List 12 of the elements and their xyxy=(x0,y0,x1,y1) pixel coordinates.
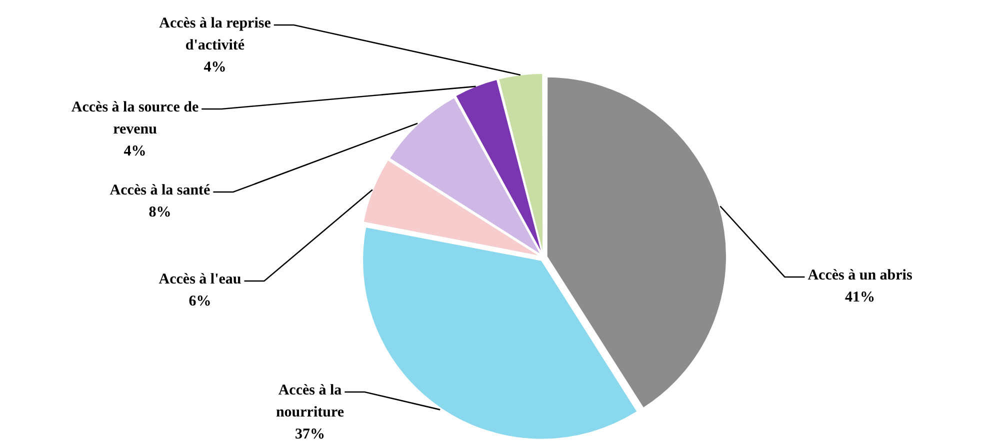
data-label: 4% xyxy=(204,59,226,76)
slice-label: Accès à l'eau xyxy=(158,271,242,288)
slice-label: Accès à la source de revenu xyxy=(71,99,199,138)
slice-label: Accès à la santé xyxy=(110,182,211,198)
slice-label: Accès à un abris xyxy=(808,267,912,284)
data-label: 8% xyxy=(148,204,172,220)
data-label: 4% xyxy=(124,143,146,160)
slice-label: Accès à la nourriture xyxy=(276,382,344,420)
data-label: 6% xyxy=(188,293,212,310)
data-label: 37% xyxy=(295,426,325,442)
data-label: 41% xyxy=(845,289,875,306)
slice-label: Accès à la reprise d'activité xyxy=(159,15,272,54)
